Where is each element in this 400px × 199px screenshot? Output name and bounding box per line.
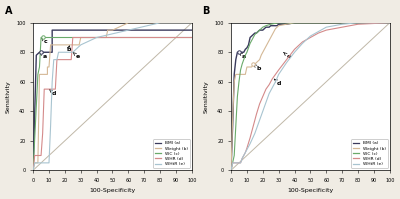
Legend: BMI (a), Weight (b), WC (c), WHR (d), WHtR (e): BMI (a), Weight (b), WC (c), WHR (d), WH… (153, 139, 190, 168)
Text: a: a (40, 53, 47, 59)
Text: d: d (274, 79, 282, 86)
Text: A: A (4, 6, 12, 16)
Text: e: e (73, 53, 80, 59)
Y-axis label: Sensitivity: Sensitivity (6, 80, 10, 113)
Text: b: b (254, 64, 261, 71)
X-axis label: 100-Specificity: 100-Specificity (89, 188, 136, 193)
Legend: BMI (a), Weight (b), WC (c), WHR (d), WHtR (e): BMI (a), Weight (b), WC (c), WHR (d), WH… (351, 139, 388, 168)
Text: d: d (49, 89, 56, 96)
Text: B: B (202, 6, 210, 16)
X-axis label: 100-Specificity: 100-Specificity (287, 188, 334, 193)
Text: c: c (41, 38, 48, 44)
Text: a: a (239, 53, 246, 59)
Text: b: b (66, 46, 71, 52)
Text: e: e (284, 53, 291, 59)
Y-axis label: Sensitivity: Sensitivity (204, 80, 208, 113)
